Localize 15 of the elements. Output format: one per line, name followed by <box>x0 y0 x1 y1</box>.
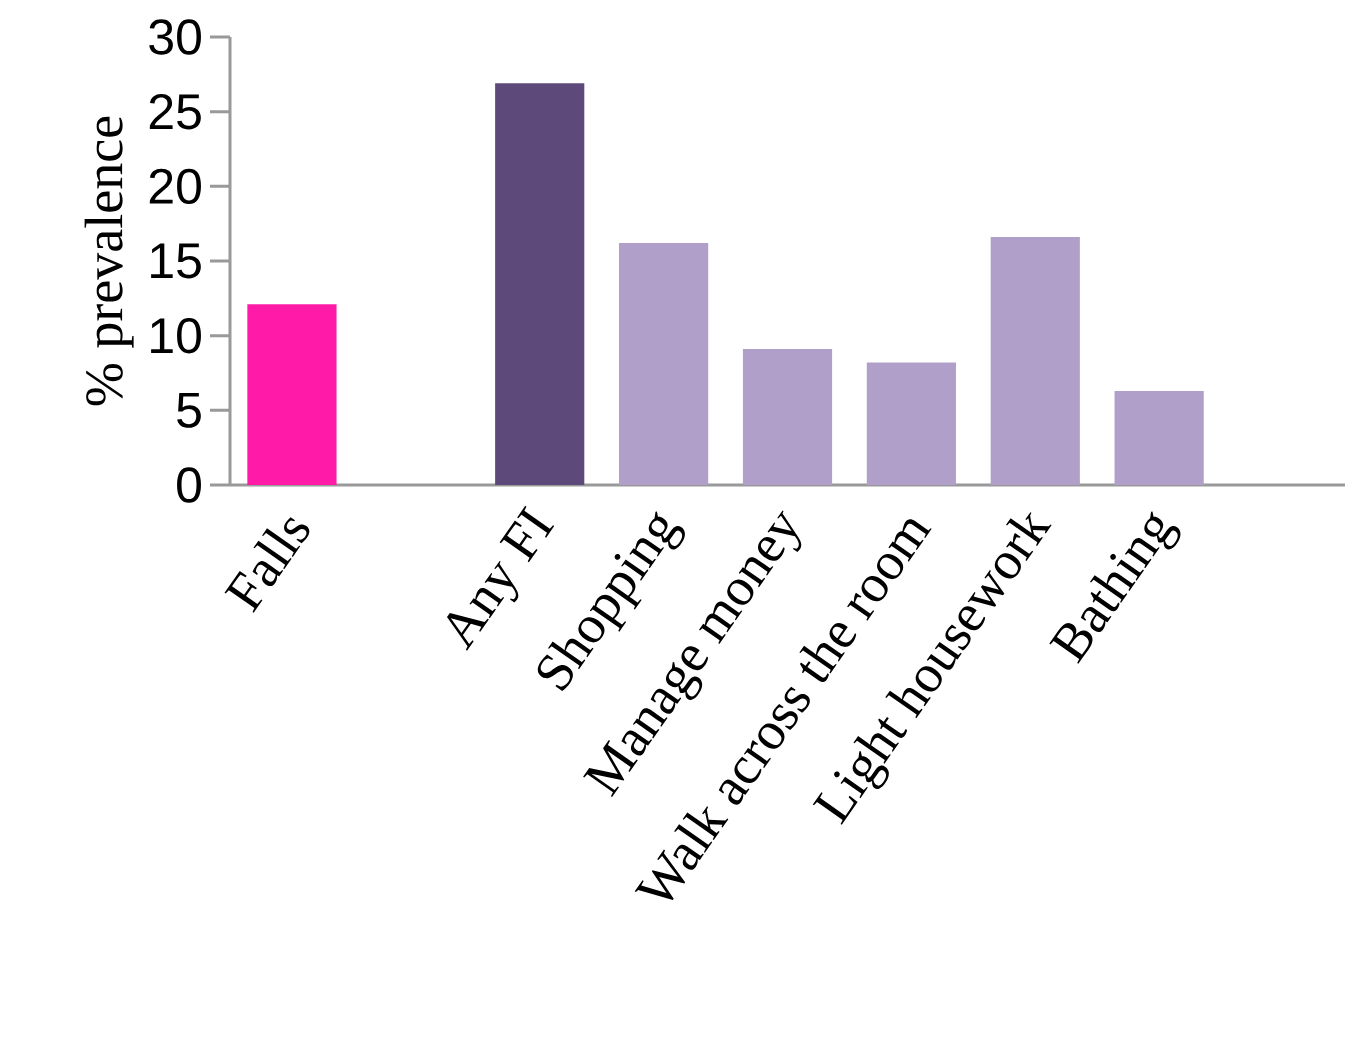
bar <box>1114 390 1204 485</box>
bar <box>742 349 833 485</box>
y-tick-label: 0 <box>177 467 201 503</box>
y-tick-label: 10 <box>151 317 201 354</box>
y-tick-label: 25 <box>149 93 201 130</box>
y-tick-label: 5 <box>177 392 201 428</box>
bar <box>495 83 585 485</box>
bar <box>247 304 337 485</box>
y-tick-label: 15 <box>151 243 201 279</box>
y-tick-label: 30 <box>149 19 201 55</box>
bar <box>619 243 709 485</box>
bar <box>866 362 956 485</box>
y-tick-label: 20 <box>149 168 201 205</box>
y-axis-title: % prevalence <box>84 116 134 406</box>
bar <box>990 237 1080 485</box>
